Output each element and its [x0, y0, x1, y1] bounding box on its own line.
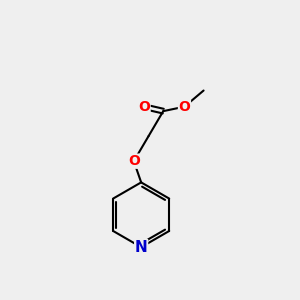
Text: O: O	[128, 154, 140, 168]
Text: O: O	[138, 100, 150, 114]
Text: N: N	[135, 240, 148, 255]
Text: O: O	[178, 100, 190, 114]
